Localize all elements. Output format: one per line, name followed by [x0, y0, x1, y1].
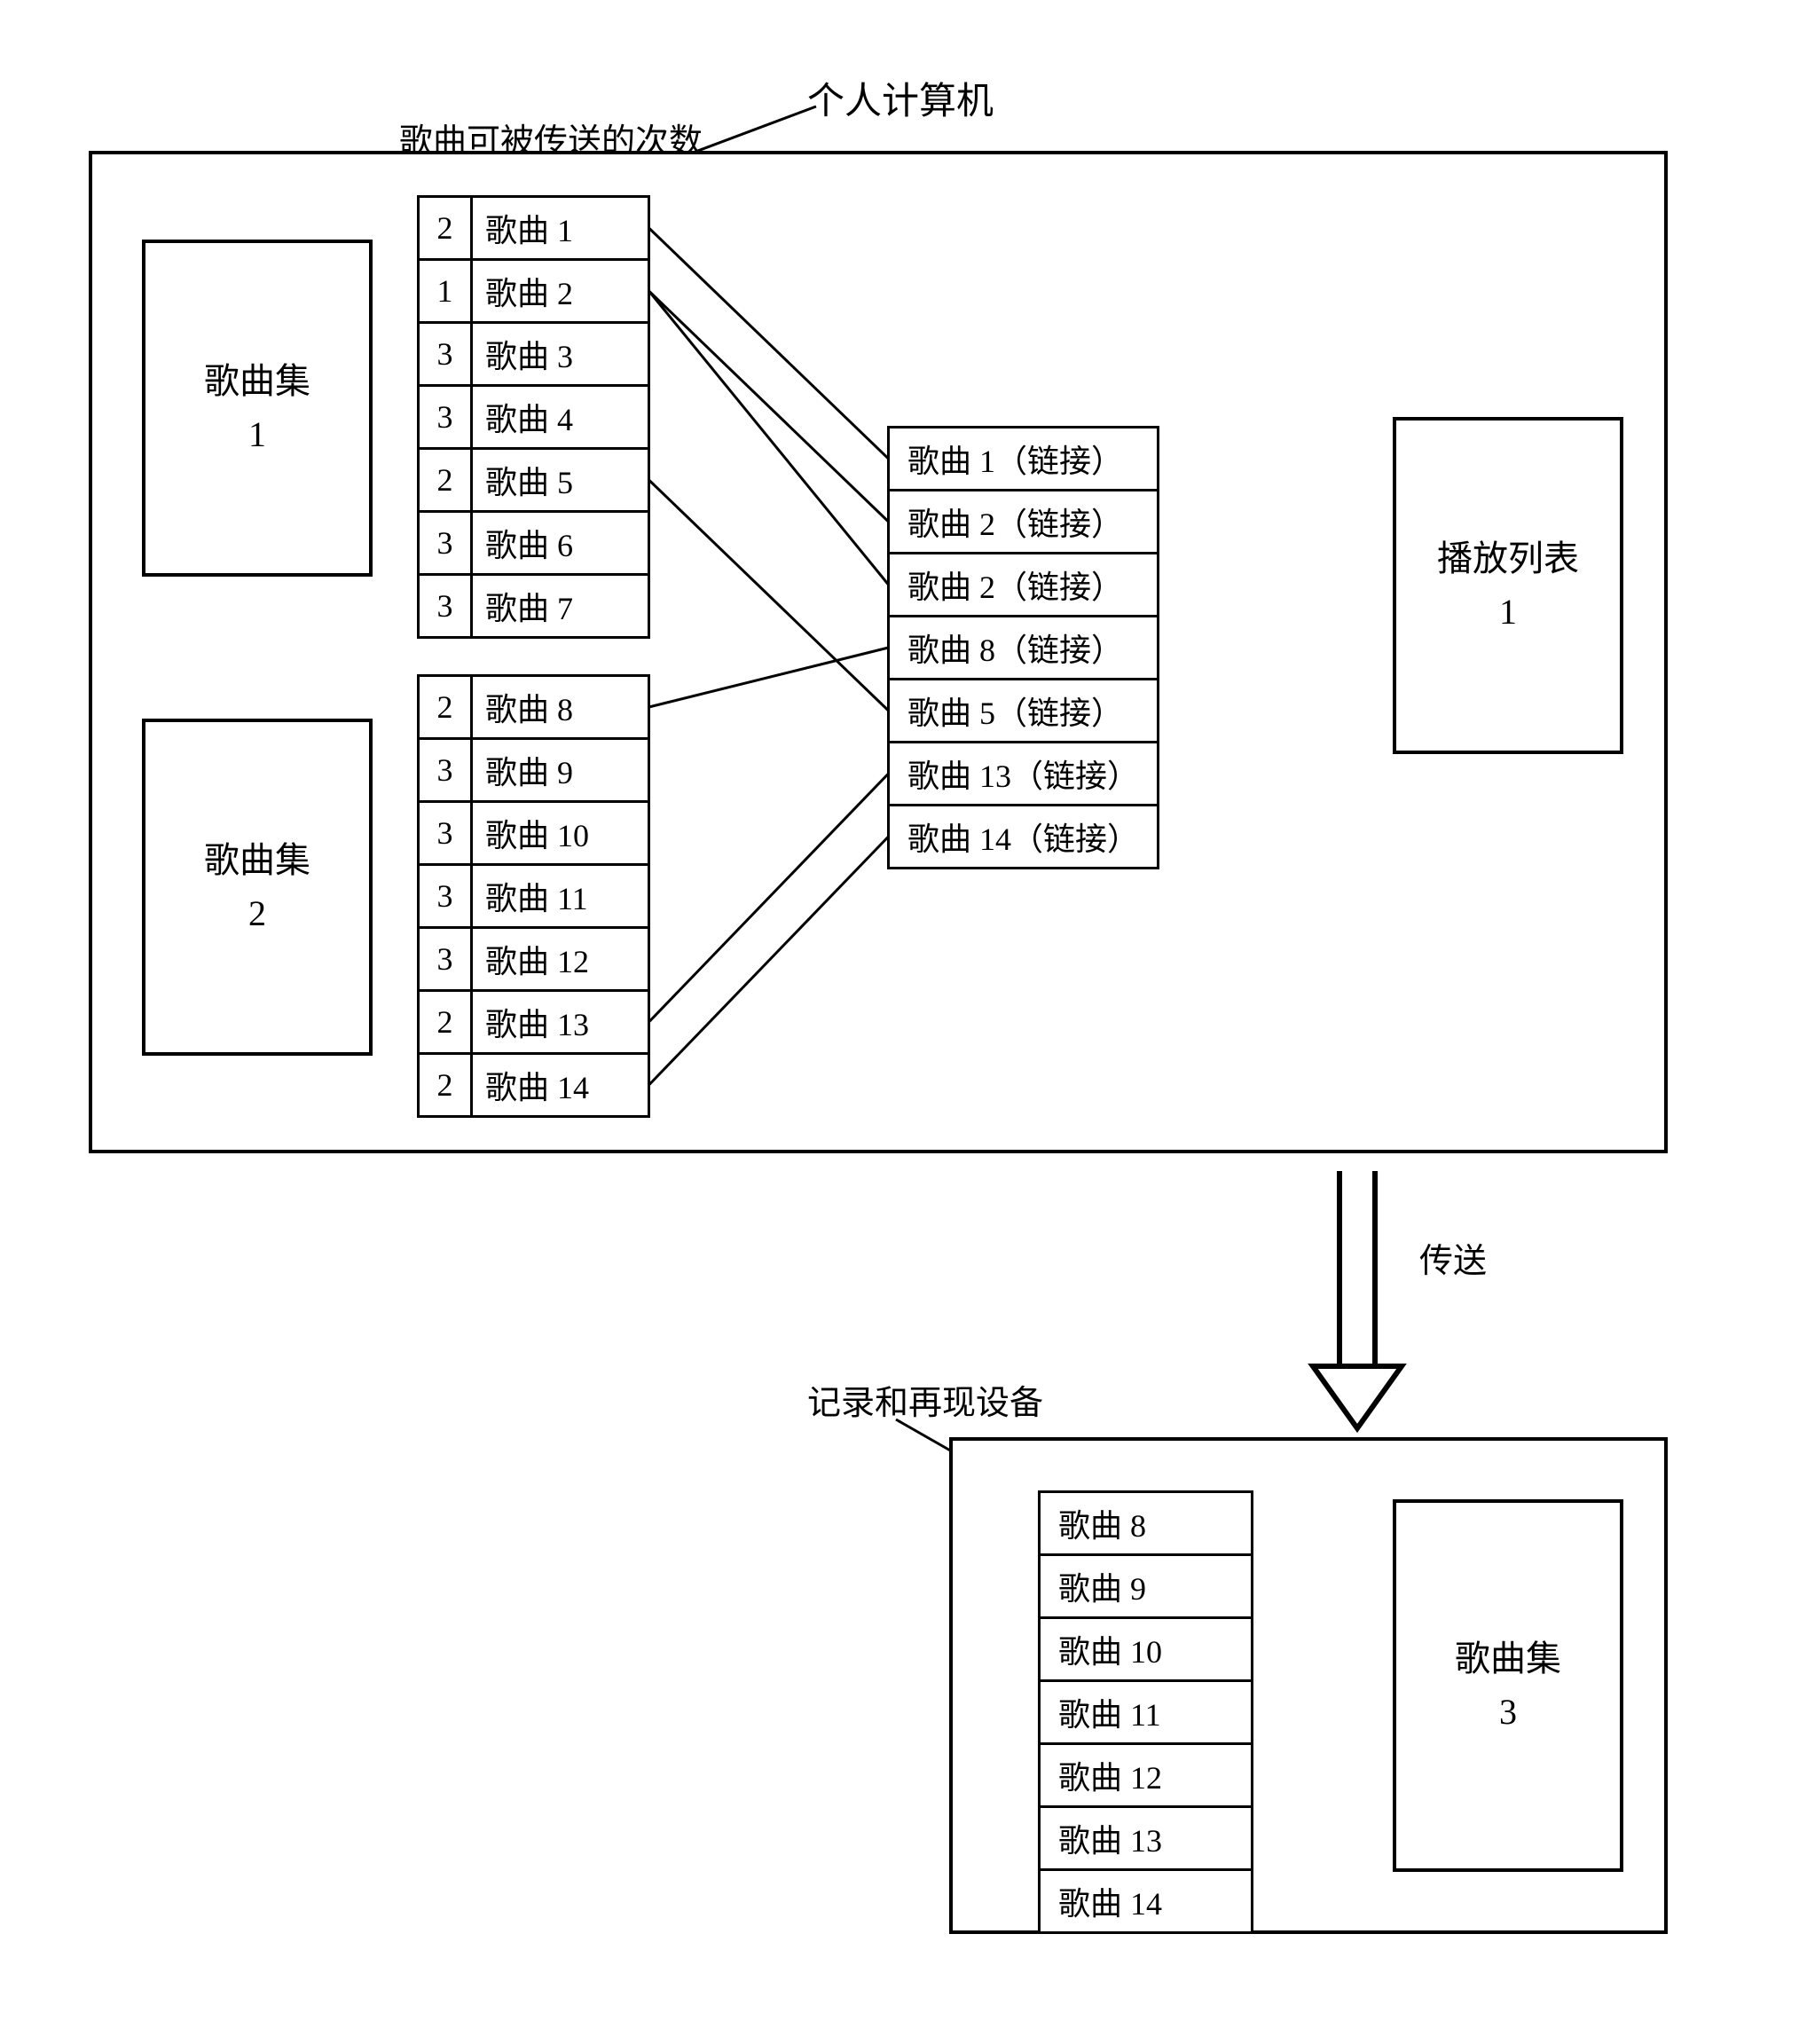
- song-cell: 歌曲 9: [472, 739, 649, 802]
- list-item: 歌曲 10: [1040, 1618, 1253, 1681]
- collection-3-label: 歌曲集: [1455, 1632, 1561, 1686]
- collection-2: 歌曲集 2: [142, 719, 373, 1056]
- table-row: 3歌曲 10: [419, 802, 649, 865]
- list-item: 歌曲 14（链接）: [889, 806, 1159, 869]
- count-cell: 3: [419, 802, 472, 865]
- label-device: 记录和再现设备: [807, 1375, 1043, 1424]
- table-row: 3歌曲 12: [419, 928, 649, 991]
- list-item: 歌曲 13（链接）: [889, 743, 1159, 806]
- playlist-1-num: 1: [1499, 586, 1517, 639]
- label-transfer: 传送: [1419, 1233, 1487, 1282]
- song-cell: 歌曲 10: [472, 802, 649, 865]
- song-cell: 歌曲 5: [472, 449, 649, 512]
- count-cell: 2: [419, 676, 472, 739]
- device-song-cell: 歌曲 8: [1040, 1492, 1253, 1555]
- collection-1-label: 歌曲集: [204, 355, 310, 408]
- link-cell: 歌曲 2（链接）: [889, 554, 1159, 617]
- table-row: 1歌曲 2: [419, 260, 649, 323]
- table-row: 3歌曲 4: [419, 386, 649, 449]
- table-row: 3歌曲 9: [419, 739, 649, 802]
- list-item: 歌曲 14: [1040, 1870, 1253, 1933]
- collection-1-num: 1: [248, 408, 266, 461]
- song-cell: 歌曲 1: [472, 197, 649, 260]
- list-item: 歌曲 12: [1040, 1744, 1253, 1807]
- count-cell: 3: [419, 928, 472, 991]
- song-cell: 歌曲 2: [472, 260, 649, 323]
- link-cell: 歌曲 5（链接）: [889, 680, 1159, 743]
- link-cell: 歌曲 13（链接）: [889, 743, 1159, 806]
- count-cell: 3: [419, 512, 472, 575]
- song-cell: 歌曲 7: [472, 575, 649, 638]
- song-cell: 歌曲 13: [472, 991, 649, 1054]
- count-cell: 2: [419, 1054, 472, 1117]
- count-cell: 3: [419, 739, 472, 802]
- link-cell: 歌曲 8（链接）: [889, 617, 1159, 680]
- song-cell: 歌曲 14: [472, 1054, 649, 1117]
- collection-2-num: 2: [248, 887, 266, 940]
- list-item: 歌曲 2（链接）: [889, 554, 1159, 617]
- song-cell: 歌曲 8: [472, 676, 649, 739]
- device-song-cell: 歌曲 14: [1040, 1870, 1253, 1933]
- list-item: 歌曲 8（链接）: [889, 617, 1159, 680]
- collection-3-num: 3: [1499, 1686, 1517, 1739]
- list-item: 歌曲 5（链接）: [889, 680, 1159, 743]
- list-item: 歌曲 11: [1040, 1681, 1253, 1744]
- list-item: 歌曲 8: [1040, 1492, 1253, 1555]
- table-row: 2歌曲 14: [419, 1054, 649, 1117]
- songs-table-b: 2歌曲 83歌曲 93歌曲 103歌曲 113歌曲 122歌曲 132歌曲 14: [417, 674, 650, 1118]
- song-cell: 歌曲 6: [472, 512, 649, 575]
- collection-3: 歌曲集 3: [1393, 1499, 1623, 1872]
- device-song-cell: 歌曲 12: [1040, 1744, 1253, 1807]
- table-row: 3歌曲 11: [419, 865, 649, 928]
- count-cell: 2: [419, 991, 472, 1054]
- song-cell: 歌曲 3: [472, 323, 649, 386]
- list-item: 歌曲 9: [1040, 1555, 1253, 1618]
- count-cell: 2: [419, 197, 472, 260]
- songs-table-a: 2歌曲 11歌曲 23歌曲 33歌曲 42歌曲 53歌曲 63歌曲 7: [417, 195, 650, 639]
- table-row: 3歌曲 6: [419, 512, 649, 575]
- song-cell: 歌曲 11: [472, 865, 649, 928]
- count-cell: 2: [419, 449, 472, 512]
- count-cell: 1: [419, 260, 472, 323]
- label-pc: 个人计算机: [807, 71, 994, 125]
- diagram-root: 个人计算机 歌曲可被传送的次数 歌曲集 1 歌曲集 2 2歌曲 11歌曲 23歌…: [35, 35, 1721, 1987]
- collection-1: 歌曲集 1: [142, 240, 373, 577]
- song-cell: 歌曲 12: [472, 928, 649, 991]
- count-cell: 3: [419, 386, 472, 449]
- collection-2-label: 歌曲集: [204, 834, 310, 887]
- link-cell: 歌曲 1（链接）: [889, 428, 1159, 491]
- table-row: 2歌曲 5: [419, 449, 649, 512]
- table-row: 3歌曲 3: [419, 323, 649, 386]
- device-song-cell: 歌曲 9: [1040, 1555, 1253, 1618]
- link-cell: 歌曲 2（链接）: [889, 491, 1159, 554]
- list-item: 歌曲 1（链接）: [889, 428, 1159, 491]
- list-item: 歌曲 13: [1040, 1807, 1253, 1870]
- count-cell: 3: [419, 865, 472, 928]
- link-cell: 歌曲 14（链接）: [889, 806, 1159, 869]
- device-song-cell: 歌曲 11: [1040, 1681, 1253, 1744]
- playlist-1: 播放列表 1: [1393, 417, 1623, 754]
- count-cell: 3: [419, 323, 472, 386]
- table-row: 3歌曲 7: [419, 575, 649, 638]
- count-cell: 3: [419, 575, 472, 638]
- playlist-1-label: 播放列表: [1437, 532, 1579, 586]
- device-song-list: 歌曲 8歌曲 9歌曲 10歌曲 11歌曲 12歌曲 13歌曲 14: [1038, 1490, 1253, 1934]
- table-row: 2歌曲 13: [419, 991, 649, 1054]
- list-item: 歌曲 2（链接）: [889, 491, 1159, 554]
- device-song-cell: 歌曲 13: [1040, 1807, 1253, 1870]
- table-row: 2歌曲 8: [419, 676, 649, 739]
- table-row: 2歌曲 1: [419, 197, 649, 260]
- links-list: 歌曲 1（链接）歌曲 2（链接）歌曲 2（链接）歌曲 8（链接）歌曲 5（链接）…: [887, 426, 1159, 869]
- device-song-cell: 歌曲 10: [1040, 1618, 1253, 1681]
- song-cell: 歌曲 4: [472, 386, 649, 449]
